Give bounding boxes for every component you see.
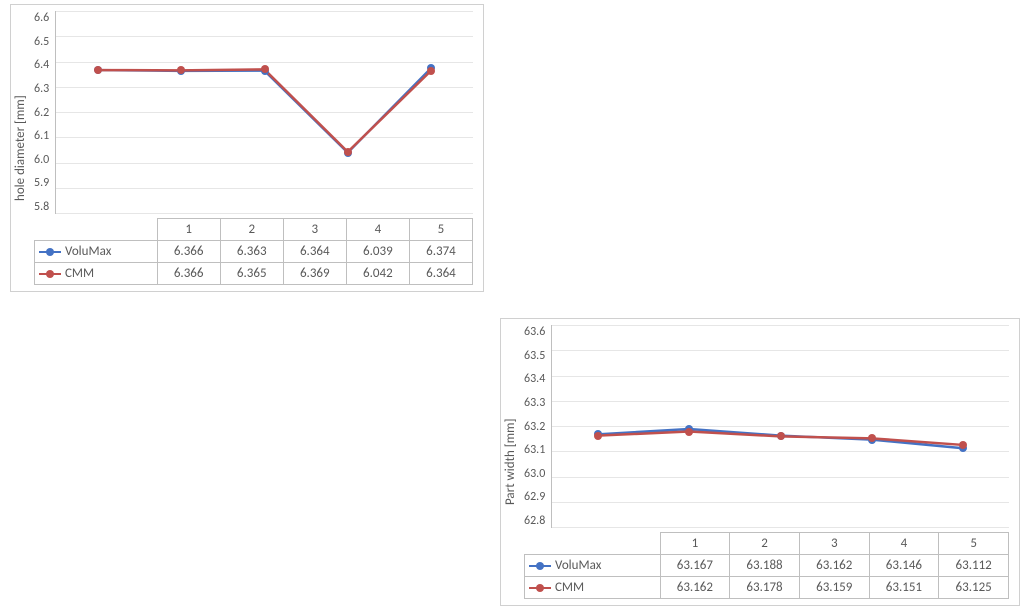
data-cell: 63.146 <box>869 555 939 577</box>
table-row: VoluMax 63.16763.18863.16263.14663.112 <box>525 555 1009 577</box>
y-tick: 5.9 <box>34 176 49 190</box>
category-header: 3 <box>283 219 346 241</box>
y-tick-labels: 6.6 6.5 6.4 6.3 6.2 6.1 6.0 5.9 5.8 <box>34 11 55 214</box>
y-tick: 5.8 <box>34 200 49 214</box>
table-corner <box>525 533 661 555</box>
marker-cmm <box>777 432 785 440</box>
category-header: 4 <box>346 219 409 241</box>
plot-area <box>55 11 473 214</box>
data-cell: 6.365 <box>220 263 283 285</box>
series-line-cmm <box>98 69 431 152</box>
data-cell: 6.366 <box>157 263 220 285</box>
legend-cell-volumax: VoluMax <box>525 555 661 577</box>
category-header: 5 <box>409 219 472 241</box>
y-tick-labels: 63.6 63.5 63.4 63.3 63.2 63.1 63.0 62.9 62.8 <box>524 325 551 528</box>
y-tick: 6.5 <box>34 35 49 49</box>
y-tick: 63.3 <box>524 396 545 410</box>
table-corner <box>35 219 158 241</box>
data-cell: 63.112 <box>939 555 1009 577</box>
plot-area <box>551 325 1009 528</box>
legend-label: CMM <box>65 266 94 281</box>
legend-marker-icon <box>39 273 61 276</box>
chart-panel-part-width: Part width [mm] 63.6 63.5 63.4 63.3 63.2 63.1… <box>500 318 1020 606</box>
marker-cmm <box>94 66 102 74</box>
plot-svg <box>56 11 473 213</box>
data-cell: 63.188 <box>730 555 800 577</box>
y-tick: 62.9 <box>524 490 545 504</box>
category-header: 1 <box>157 219 220 241</box>
y-tick: 6.0 <box>34 153 49 167</box>
y-tick: 6.6 <box>34 11 49 25</box>
legend-label: VoluMax <box>65 244 111 259</box>
marker-cmm <box>685 428 693 436</box>
legend-cell-cmm: CMM <box>525 577 661 599</box>
category-header: 2 <box>730 533 800 555</box>
data-cell: 63.162 <box>799 555 869 577</box>
data-cell: 63.167 <box>660 555 730 577</box>
data-cell: 6.363 <box>220 241 283 263</box>
category-header: 1 <box>660 533 730 555</box>
marker-cmm <box>344 148 352 156</box>
y-tick: 63.1 <box>524 443 545 457</box>
y-tick: 63.0 <box>524 467 545 481</box>
plot-svg <box>552 325 1009 527</box>
category-header: 3 <box>799 533 869 555</box>
series-line-volumax <box>98 68 431 153</box>
data-cell: 6.369 <box>283 263 346 285</box>
data-cell: 6.364 <box>283 241 346 263</box>
category-header: 5 <box>939 533 1009 555</box>
marker-cmm <box>427 67 435 75</box>
gridline <box>56 213 473 214</box>
y-tick: 63.5 <box>524 349 545 363</box>
data-cell: 6.042 <box>346 263 409 285</box>
data-cell: 63.162 <box>660 577 730 599</box>
table-row: CMM 63.16263.17863.15963.15163.125 <box>525 577 1009 599</box>
data-cell: 6.364 <box>409 263 472 285</box>
legend-cell-volumax: VoluMax <box>35 241 158 263</box>
y-tick: 6.1 <box>34 129 49 143</box>
category-header: 4 <box>869 533 939 555</box>
y-tick: 62.8 <box>524 514 545 528</box>
data-cell: 6.366 <box>157 241 220 263</box>
legend-marker-icon <box>529 565 551 568</box>
marker-cmm <box>594 432 602 440</box>
chart-panel-hole-diameter: hole diameter [mm] 6.6 6.5 6.4 6.3 6.2 6.1 6.0… <box>10 4 484 292</box>
data-cell: 63.125 <box>939 577 1009 599</box>
data-cell: 63.151 <box>869 577 939 599</box>
legend-marker-icon <box>39 251 61 254</box>
legend-label: CMM <box>555 580 584 595</box>
data-cell: 63.159 <box>799 577 869 599</box>
data-cell: 6.374 <box>409 241 472 263</box>
y-axis-label: hole diameter [mm] <box>11 5 30 291</box>
y-tick: 63.4 <box>524 372 545 386</box>
gridline <box>552 527 1009 528</box>
table-row: CMM 6.3666.3656.3696.0426.364 <box>35 263 473 285</box>
data-table: 12345VoluMax6.3666.3636.3646.0396.374CMM… <box>34 218 473 285</box>
category-header: 2 <box>220 219 283 241</box>
y-tick: 63.2 <box>524 420 545 434</box>
legend-marker-icon <box>529 587 551 590</box>
y-tick: 6.3 <box>34 82 49 96</box>
y-tick: 6.4 <box>34 58 49 72</box>
data-cell: 63.178 <box>730 577 800 599</box>
legend-cell-cmm: CMM <box>35 263 158 285</box>
y-tick: 6.2 <box>34 106 49 120</box>
legend-label: VoluMax <box>555 558 601 573</box>
y-tick: 63.6 <box>524 325 545 339</box>
data-cell: 6.039 <box>346 241 409 263</box>
table-row: VoluMax 6.3666.3636.3646.0396.374 <box>35 241 473 263</box>
y-axis-label: Part width [mm] <box>501 319 520 605</box>
marker-cmm <box>261 65 269 73</box>
data-table: 12345VoluMax63.16763.18863.16263.14663.1… <box>524 532 1009 599</box>
